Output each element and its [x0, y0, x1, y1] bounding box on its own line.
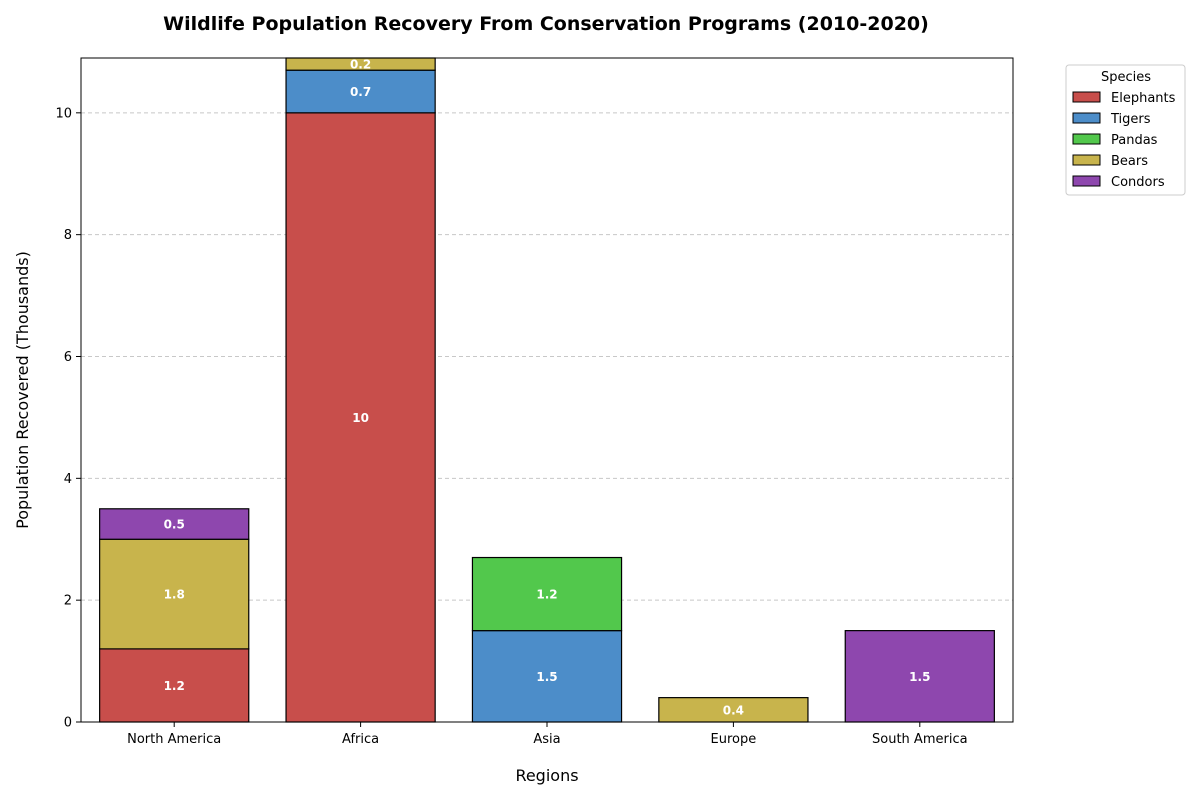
bar-condors — [844, 630, 995, 723]
legend: Species Elephants Tigers Pandas Bears Condor… — [1065, 64, 1186, 196]
legend-label-condors: Condors — [1111, 175, 1165, 190]
y-tick-label: 8 — [64, 228, 72, 243]
legend-swatch-bears — [1072, 154, 1101, 166]
bar-value-label: 0.7 — [350, 85, 371, 99]
y-tick-label: 10 — [55, 106, 72, 121]
y-tick-label: 2 — [64, 594, 72, 609]
legend-swatch-condors — [1072, 175, 1101, 187]
legend-label-pandas: Pandas — [1111, 133, 1158, 148]
bar-pandas — [471, 556, 623, 632]
x-tick-label: Europe — [711, 732, 757, 747]
x-axis-label: Regions — [515, 766, 578, 785]
bar-value-label: 1.2 — [164, 679, 185, 693]
bar-value-label: 0.5 — [164, 518, 185, 532]
legend-swatch-pandas — [1072, 133, 1101, 145]
bars — [99, 57, 995, 723]
bar-tigers — [471, 630, 623, 723]
legend-title: Species — [1101, 70, 1151, 85]
legend-label-elephants: Elephants — [1111, 91, 1176, 106]
bar-value-label: 10 — [352, 411, 369, 425]
x-tick-label: North America — [127, 732, 221, 747]
legend-label-bears: Bears — [1111, 154, 1148, 169]
bar-value-label: 1.8 — [164, 588, 185, 602]
y-axis: 0 2 4 6 8 10 — [55, 106, 81, 731]
x-tick-label: South America — [872, 732, 968, 747]
legend-label-tigers: Tigers — [1110, 112, 1151, 127]
legend-swatch-elephants — [1072, 91, 1101, 103]
chart-title: Wildlife Population Recovery From Conser… — [163, 13, 929, 35]
y-axis-label: Population Recovered (Thousands) — [13, 251, 32, 529]
legend-swatch-tigers — [1072, 112, 1101, 124]
x-tick-label: Africa — [342, 732, 379, 747]
bar-elephants — [285, 112, 436, 723]
bar-value-label: 1.5 — [536, 670, 557, 684]
bar-elephants — [99, 648, 250, 723]
x-axis: North America Africa Asia Europe South Ameri… — [127, 722, 968, 747]
x-tick-label: Asia — [533, 732, 560, 747]
y-tick-label: 0 — [64, 716, 72, 731]
bar-condors — [99, 508, 250, 540]
bar-value-label: 1.5 — [909, 670, 930, 684]
bar-value-label: 0.4 — [723, 703, 744, 717]
bar-value-label: 1.2 — [536, 588, 557, 602]
bar-bears — [99, 538, 250, 650]
y-tick-label: 6 — [64, 350, 72, 365]
bar-value-label: 0.2 — [350, 58, 371, 72]
bar-value-labels: 1.2 1.8 0.5 10 0.7 0.2 1.5 1.2 0.4 1.5 — [164, 58, 931, 718]
y-tick-label: 4 — [64, 472, 72, 487]
